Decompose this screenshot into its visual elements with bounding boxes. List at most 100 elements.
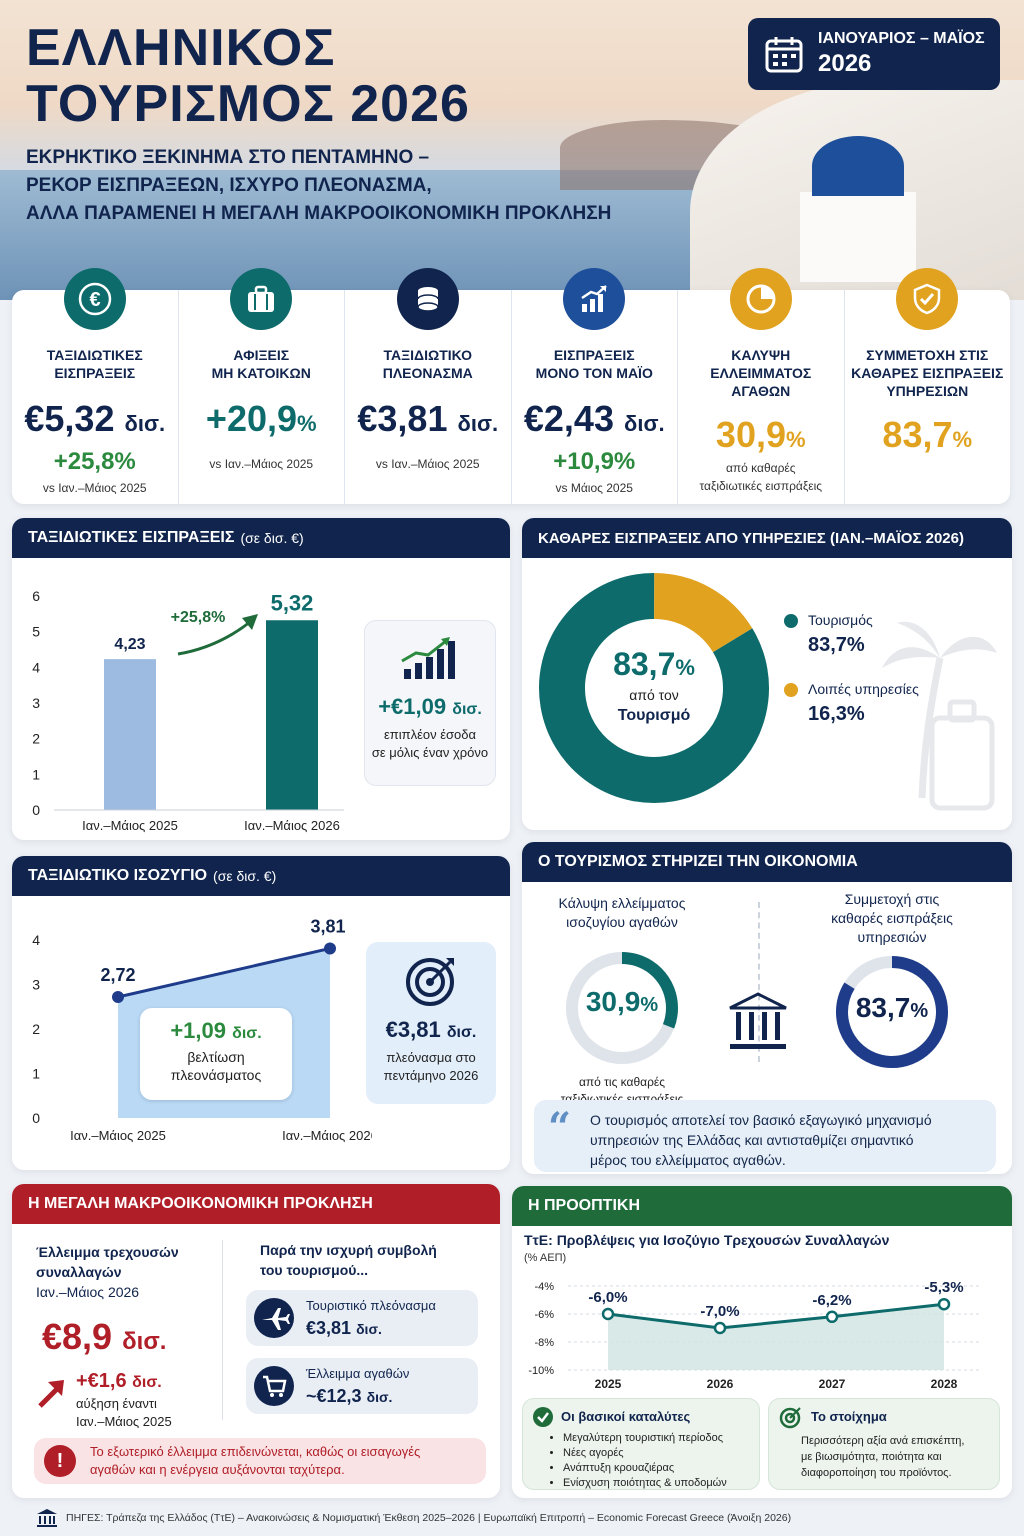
y-tick-label: 0: [32, 802, 40, 818]
improvement-note: βελτίωση: [187, 1049, 245, 1065]
point-value-label: -7,0%: [700, 1303, 739, 1320]
challenge-title: Η ΜΕΓΑΛΗ ΜΑΚΡΟΟΙΚΟΝΟΜΙΚΗ ΠΡΟΚΛΗΣΗ: [28, 1195, 373, 1212]
blue-dome: [812, 136, 904, 196]
series-line: [607, 1302, 945, 1330]
tourism-surplus-value: €3,81: [306, 1318, 352, 1338]
quote-icon: “: [548, 1104, 572, 1151]
growth-chart-icon: [563, 268, 626, 330]
despite-line: Παρά την ισχυρή συμβολή: [260, 1242, 437, 1258]
cart-icon: [254, 1366, 294, 1406]
kpi-unit: %: [786, 427, 806, 452]
kpi-label: ΚΑΘΑΡΕΣ ΕΙΣΠΡΑΞΕΙΣ: [851, 365, 1004, 381]
extra-revenue-note: σε μόλις έναν χρόνο: [371, 745, 489, 760]
catalysts-list: Μεγαλύτερη τουριστική περίοδος Νέες αγορ…: [563, 1431, 727, 1491]
kpi-value: €5,32: [24, 398, 115, 439]
kpi-value: 30,9: [715, 414, 786, 455]
legend-item-other: Λοιπές υπηρεσίες 16,3%: [784, 681, 919, 726]
point-value-label: -5,3%: [924, 1279, 963, 1296]
catalysts-title: Οι βασικοί καταλύτες: [561, 1409, 691, 1424]
extra-revenue-value: +€1,09: [378, 694, 447, 719]
arrow-up-right-icon: [38, 1380, 64, 1408]
shield-icon: [896, 268, 959, 330]
share-label-line: υπηρεσιών: [857, 929, 927, 945]
kpi-unit: %: [297, 411, 317, 436]
divider: [758, 902, 760, 1062]
y-tick-label: 2: [32, 1021, 40, 1037]
increase-block: +€1,6 δισ. αύξηση έναντι Ιαν.–Μάιος 2025: [76, 1370, 172, 1431]
warning-line: αγαθών και η ενέργεια αυξάνονται ταχύτερ…: [90, 1462, 345, 1477]
legend-value: 16,3%: [808, 703, 865, 725]
goods-deficit-card: Έλλειμμα αγαθών ~€12,3 δισ.: [246, 1358, 478, 1414]
forecast-chart-unit: (% ΑΕΠ): [524, 1252, 567, 1264]
tourism-surplus-unit: δισ.: [356, 1321, 382, 1337]
x-tick-label: 2028: [931, 1377, 958, 1391]
increase-value: +€1,6: [76, 1370, 127, 1392]
growth-arrowhead: [242, 614, 258, 630]
kpi-travel-surplus: ΤΑΞΙΔΙΩΤΙΚΟ ΠΛΕΟΝΑΣΜΑ €3,81 δισ. vs Ιαν.–…: [345, 268, 512, 504]
sources-text: ΠΗΓΕΣ: Τράπεζα της Ελλάδος (ΤτΕ) – Ανακο…: [66, 1512, 792, 1524]
balance-unit: (σε δισ. €): [213, 868, 277, 884]
kpi-arrivals: ΑΦΙΞΕΙΣ ΜΗ ΚΑΤΟΙΚΩΝ +20,9% vs Ιαν.–Μάιος …: [179, 268, 345, 504]
period-label: ΙΑΝΟΥΑΡΙΟΣ – ΜΑΪΟΣ: [818, 30, 985, 47]
title-line-2: ΤΟΥΡΙΣΜΟΣ 2026: [26, 75, 470, 133]
y-tick-label: -4%: [534, 1281, 554, 1293]
share-ring-fill: [836, 956, 948, 1068]
kpi-value: +20,9: [205, 398, 298, 439]
data-point: [112, 990, 124, 1003]
surplus-note: πεντάμηνο 2026: [383, 1068, 479, 1083]
extra-revenue-card: +€1,09 δισ. επιπλέον έσοδα σε μόλις έναν…: [364, 620, 496, 786]
data-point: [324, 942, 336, 955]
increase-unit: δισ.: [132, 1374, 162, 1391]
kpi-may-receipts: ΕΙΣΠΡΑΞΕΙΣ ΜΟΝΟ ΤΟΝ ΜΑΪΟ €2,43 δισ. +10,9…: [512, 268, 678, 504]
bar: [104, 659, 156, 810]
divider: [222, 1240, 223, 1420]
economy-title: Ο ΤΟΥΡΙΣΜΟΣ ΣΤΗΡΙΖΕΙ ΤΗΝ ΟΙΚΟΝΟΜΙΑ: [538, 853, 858, 870]
goods-deficit-unit: δισ.: [366, 1389, 393, 1405]
donut-slice: [539, 573, 769, 803]
kpi-label: ΣΥΜΜΕΤΟΧΗ ΣΤΙΣ: [866, 347, 989, 363]
kpi-note: ταξιδιωτικές εισπράξεις: [699, 479, 823, 493]
kpi-label: ΠΛΕΟΝΑΣΜΑ: [382, 365, 473, 381]
x-tick-label: Ιαν.–Μάιος 2025: [70, 1128, 166, 1143]
kpi-change: +10,9%: [553, 448, 636, 475]
legend-label: Λοιπές υπηρεσίες: [808, 681, 919, 697]
y-tick-label: -10%: [528, 1365, 554, 1377]
quote-line: Ο τουρισμός αποτελεί τον βασικό εξαγωγικ…: [590, 1112, 932, 1128]
donut-center: 83,7% από τον Τουρισμό: [536, 646, 772, 725]
kpi-note: vs Ιαν.–Μάιος 2025: [209, 457, 314, 471]
series-line: [117, 946, 331, 999]
kpi-label: ΤΑΞΙΔΙΩΤΙΚΟ: [383, 347, 473, 363]
goal-line: Περισσότερη αξία ανά επισκέπτη,: [801, 1435, 965, 1447]
coverage-label: Κάλυψη ελλείμματος ισοζυγίου αγαθών: [532, 894, 712, 932]
donut-center-value: 83,7: [613, 646, 676, 682]
surplus-value: €3,81: [385, 1017, 441, 1042]
share-label-line: Συμμετοχή στις: [844, 891, 940, 907]
receipts-bar-chart: 0 1 2 3 4 5 6 4,23 Ιαν.–Μάιος 2025 5,32 Ιαν.–Μάιος…: [32, 588, 344, 833]
goal-text: Περισσότερη αξία ανά επισκέπτη, με βιωσι…: [801, 1433, 964, 1481]
services-header: ΚΑΘΑΡΕΣ ΕΙΣΠΡΑΞΕΙΣ ΑΠΟ ΥΠΗΡΕΣΙΕΣ (ΙΑΝ.–Μ…: [522, 518, 1012, 558]
bar: [266, 620, 318, 810]
forecast-chart-title: ΤτΕ: Προβλέψεις για Ισοζύγιο Τρεχουσών Σ…: [524, 1232, 890, 1248]
kpi-value: 83,7: [882, 414, 953, 455]
y-tick-label: 1: [32, 766, 40, 782]
goal-line: με βιωσιμότητα, ποιότητα και: [801, 1451, 942, 1463]
receipts-header: ΤΑΞΙΔΙΩΤΙΚΕΣ ΕΙΣΠΡΑΞΕΙΣ (σε δισ. €): [12, 518, 510, 558]
services-title: ΚΑΘΑΡΕΣ ΕΙΣΠΡΑΞΕΙΣ ΑΠΟ ΥΠΗΡΕΣΙΕΣ (ΙΑΝ.–Μ…: [538, 529, 964, 547]
forecast-line-chart: -4% -6% -8% -10% -6,0% 2025 -7,0% 2026 -6,2% 2027…: [528, 1279, 982, 1391]
economy-panel: Ο ΤΟΥΡΙΣΜΟΣ ΣΤΗΡΙΖΕΙ ΤΗΝ ΟΙΚΟΝΟΜΙΑ Κάλυψ…: [522, 842, 1012, 1174]
share-label-line: καθαρές εισπράξεις: [831, 910, 953, 926]
donut-center-note: από τον: [629, 687, 679, 703]
suitcase-icon: [230, 268, 293, 330]
legend-value: 83,7%: [808, 634, 865, 656]
church-building: [800, 192, 916, 282]
coverage-note-line: από τις καθαρές: [578, 1075, 666, 1089]
economy-header: Ο ΤΟΥΡΙΣΜΟΣ ΣΤΗΡΙΖΕΙ ΤΗΝ ΟΙΚΟΝΟΜΙΑ: [522, 842, 1012, 882]
goal-box: Το στοίχημα Περισσότερη αξία ανά επισκέπ…: [768, 1398, 1000, 1490]
challenge-panel: Η ΜΕΓΑΛΗ ΜΑΚΡΟΟΙΚΟΝΟΜΙΚΗ ΠΡΟΚΛΗΣΗ Έλλειμ…: [12, 1184, 500, 1498]
goods-deficit-label: Έλλειμμα αγαθών: [306, 1366, 410, 1381]
y-tick-label: 0: [32, 1110, 40, 1126]
balance-header: ΤΑΞΙΔΙΩΤΙΚΟ ΙΣΟΖΥΓΙΟ (σε δισ. €): [12, 856, 510, 896]
target-icon: [406, 958, 454, 1006]
x-tick-label: Ιαν.–Μάιος 2026: [282, 1128, 372, 1143]
coverage-value-number: 30,9: [585, 986, 641, 1017]
